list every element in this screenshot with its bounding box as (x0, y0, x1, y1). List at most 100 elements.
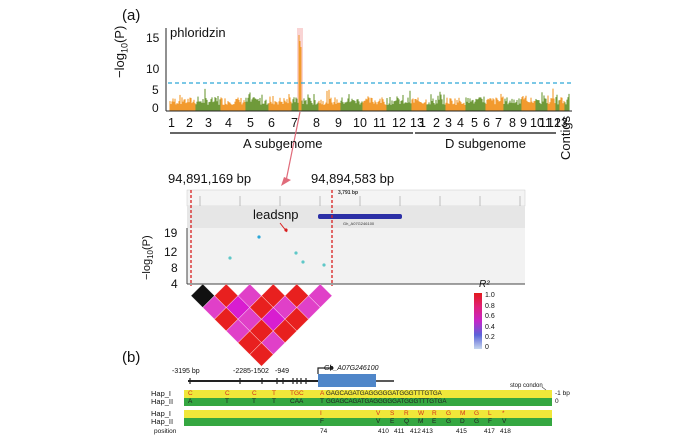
ld-cell (225, 295, 251, 320)
ld-cell (249, 342, 274, 367)
zoom-ytick-19: 19 (164, 226, 178, 240)
ytick-10: 10 (146, 62, 160, 76)
stop-codon-label: stop condon (510, 383, 543, 389)
ld-cell (284, 283, 309, 308)
chromosome-label-d: 1 (419, 116, 426, 130)
r2-tick-label: 0.6 (485, 313, 495, 320)
position-value: 74 (320, 428, 328, 435)
zoom-arrow-head (281, 177, 291, 186)
chromosome-label-a: 10 (353, 116, 367, 130)
amino-acid: L (488, 409, 492, 417)
amino-acid: * (502, 409, 505, 417)
track-scale-label: 3,791 bp (338, 190, 359, 196)
chromosome-label-a: 12 (392, 116, 406, 130)
ld-cell (249, 318, 274, 344)
chromosome-label-d: 12 (547, 116, 561, 130)
chromosome-label-d: 2 (433, 116, 440, 130)
amino-acid: R (404, 409, 409, 417)
d-subgenome-label: D subgenome (445, 136, 526, 151)
amino-acid: V (376, 409, 381, 417)
chromosome-label-a: 4 (225, 116, 232, 130)
amino-acid: E (390, 417, 395, 425)
zoom-ylabel: −log10(P) (141, 235, 156, 280)
ld-cell (261, 307, 286, 332)
ld-cell (202, 295, 227, 320)
allele: C (225, 389, 230, 397)
allele: TGC (290, 389, 304, 397)
panel-a-label: (a) (122, 7, 141, 24)
highlight-band (297, 28, 303, 110)
amino-acid: F (488, 417, 492, 425)
position-value: 412 (410, 428, 421, 435)
chromosome-label-d: 11 (539, 116, 552, 130)
position-value: 415 (456, 428, 467, 435)
hap2-aa-row (184, 418, 552, 426)
amino-acid: I (320, 409, 322, 417)
hap1-aa-row (184, 410, 552, 418)
ld-cell (214, 283, 239, 308)
panel-b-label: (b) (122, 349, 141, 366)
sequence-tail: 0 (555, 397, 559, 405)
promoter-position: -949 (275, 368, 290, 375)
ld-cell (272, 295, 298, 320)
position-value: 417 (484, 428, 495, 435)
allele: CAA (290, 397, 304, 405)
snp-point (284, 228, 288, 232)
chromosome-label-d: 7 (495, 116, 502, 130)
promoter-position: -3195 bp (172, 368, 200, 375)
chromosome-label-a: 8 (313, 116, 320, 130)
position-value: 413 (422, 428, 433, 435)
haplotype-name: Hap_II (151, 397, 174, 406)
gene-model (318, 214, 402, 219)
chromosome-label-a: 6 (268, 116, 275, 130)
snp-point (228, 256, 232, 260)
position-label: position (154, 428, 177, 435)
gene-track-label: Gh_A07G246100 (343, 221, 375, 226)
a-subgenome-label: A subgenome (243, 136, 323, 151)
amino-acid: E (432, 417, 437, 425)
amino-acid: G (446, 417, 452, 425)
chromosome-label-d: 5 (471, 116, 478, 130)
chromosome-label-a: 7 (291, 116, 298, 130)
ld-cell (237, 283, 262, 308)
chromosome-label-d: 6 (483, 116, 490, 130)
r2-colorbar (474, 293, 482, 349)
gene-box (318, 374, 376, 387)
manhattan-ylabel: −log10(P) (112, 25, 130, 78)
promoter-position: -2285 (233, 368, 251, 375)
contigs-label: Contigs (558, 115, 573, 160)
amino-acid: G (474, 417, 480, 425)
amino-acid: M (460, 409, 466, 417)
ld-cell (261, 283, 286, 308)
ytick-0: 0 (152, 101, 159, 115)
right-bp-label: 94,894,583 bp (311, 171, 395, 186)
chromosome-label-d: 3 (445, 116, 452, 130)
ld-heatmap (190, 283, 333, 367)
ld-cell (214, 307, 239, 332)
allele: T (320, 397, 324, 405)
amino-acid: V (376, 417, 381, 425)
amino-acid: W (418, 409, 425, 417)
chromosome-label-a: 2 (186, 116, 193, 130)
snp-point (301, 260, 305, 264)
leadsnp-label: leadsnp (253, 207, 299, 222)
chromosome-label-a: 13 (410, 116, 424, 130)
amino-acid: G (474, 409, 480, 417)
chromosome-label-d: 8 (509, 116, 516, 130)
allele: T (225, 397, 229, 405)
r2-tick-label: 1.0 (485, 292, 495, 299)
r2-tick-label: 0 (485, 344, 489, 351)
amino-acid: G (446, 409, 452, 417)
snp-point (294, 251, 298, 255)
snp-point (257, 235, 261, 239)
ld-cell (237, 330, 262, 355)
amino-acid: S (390, 409, 395, 417)
ytick-5: 5 (152, 83, 159, 97)
allele: C (252, 389, 257, 397)
amino-acid: R (432, 409, 437, 417)
chromosome-label-d: 9 (520, 116, 527, 130)
amino-acid: D (460, 417, 465, 425)
ld-cell (225, 318, 251, 344)
allele: T (272, 397, 276, 405)
ld-cell (272, 318, 298, 344)
